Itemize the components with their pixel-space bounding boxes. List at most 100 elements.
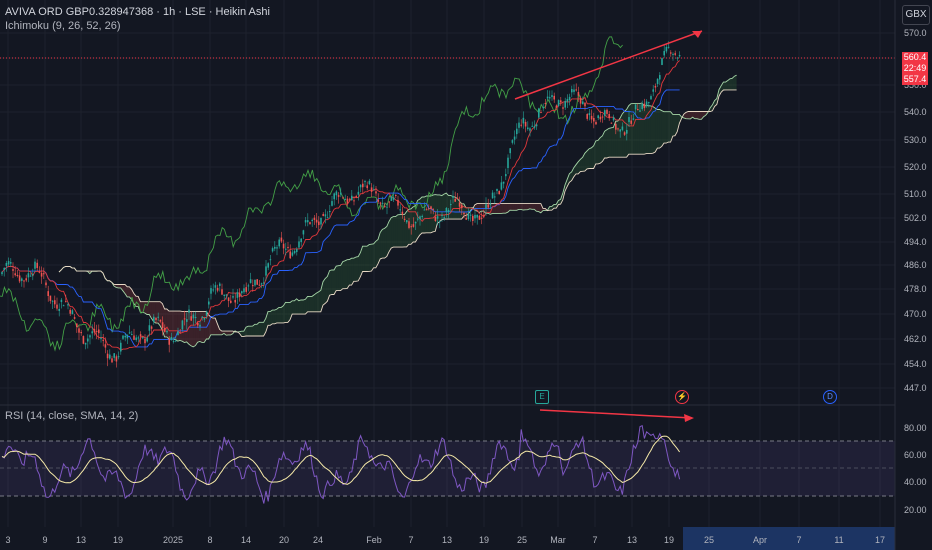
price-axis[interactable]: 570.0560.0550.0540.0530.0520.0510.0502.0…	[904, 28, 927, 393]
candle-body	[203, 317, 206, 320]
candle-body	[62, 305, 65, 307]
candle-body	[388, 201, 390, 203]
symbol-title[interactable]: AVIVA ORD GBP0.328947368 · 1h · LSE · He…	[5, 6, 270, 18]
earnings-event-icon[interactable]: E	[535, 390, 549, 404]
cloud-segment	[474, 203, 477, 212]
cloud-segment	[305, 296, 308, 315]
candle-body	[302, 230, 305, 235]
candle-body	[452, 196, 454, 198]
cloud-segment	[595, 140, 598, 164]
cloud-segment	[254, 324, 257, 337]
ichimoku-legend[interactable]: Ichimoku (9, 26, 52, 26)	[5, 20, 121, 32]
candle-body	[14, 273, 16, 276]
candle-body	[368, 180, 371, 185]
price-tick-label: 520.0	[904, 162, 927, 172]
cloud-segment	[734, 75, 737, 90]
candle-body	[612, 117, 615, 121]
candle-body	[489, 203, 492, 206]
rsi-axis[interactable]: 80.00 60.00 40.00 20.00	[904, 423, 927, 515]
cloud-segment	[386, 221, 389, 257]
candle-body	[247, 285, 250, 287]
rsi-tick-label: 40.00	[904, 477, 927, 487]
candle-body	[381, 202, 384, 204]
candle-body	[155, 317, 157, 320]
cloud-segment	[613, 121, 616, 158]
candle-body	[216, 287, 219, 291]
cloud-segment	[628, 103, 631, 155]
cloud-segment	[450, 195, 453, 220]
candle-body	[615, 123, 617, 130]
candle-body	[254, 279, 256, 286]
candle-body	[357, 191, 360, 195]
candle-body	[478, 215, 481, 220]
candle-body	[148, 325, 151, 331]
candle-body	[84, 342, 87, 345]
candle-body	[25, 278, 27, 281]
candle-body	[12, 269, 14, 271]
candle-body	[584, 102, 586, 107]
candle-body	[390, 196, 393, 201]
cloud-segment	[351, 258, 354, 286]
cloud-segment	[435, 194, 438, 232]
dividend-event-icon[interactable]: D	[823, 390, 837, 404]
cloud-segment	[283, 302, 286, 323]
rsi-sma-line	[1, 435, 681, 486]
candle-body	[175, 340, 177, 342]
cloud-segment	[556, 200, 559, 209]
candle-body	[632, 118, 635, 120]
cloud-segment	[263, 318, 266, 337]
cloud-segment	[140, 301, 143, 313]
cloud-segment	[219, 329, 222, 335]
cloud-segment	[316, 291, 319, 312]
candle-body	[494, 196, 496, 198]
cloud-segment	[446, 193, 449, 220]
candle-body	[278, 239, 280, 247]
candle-body	[491, 192, 494, 199]
cloud-segment	[573, 164, 576, 177]
cloud-segment	[677, 114, 680, 132]
candle-body	[47, 291, 49, 297]
cloud-segment	[353, 257, 356, 282]
cloud-segment	[606, 128, 609, 158]
candle-body	[291, 252, 294, 256]
candle-body	[93, 328, 96, 333]
cloud-segment	[323, 278, 326, 306]
candle-body	[188, 309, 190, 313]
cloud-segment	[285, 302, 288, 323]
currency-button[interactable]: GBX	[902, 5, 930, 25]
cloud-segment	[215, 318, 218, 335]
cloud-segment	[690, 111, 693, 119]
cloud-segment	[499, 203, 502, 214]
candle-body	[181, 320, 184, 330]
cloud-segment	[624, 109, 627, 158]
span-b-line	[58, 89, 737, 337]
candle-body	[353, 200, 355, 202]
cloud-segment	[356, 256, 359, 282]
cloud-segment	[529, 203, 532, 210]
candle-body	[111, 358, 113, 363]
time-tick-label: Mar	[550, 535, 566, 545]
cloud-segment	[287, 302, 290, 323]
cloud-segment	[400, 214, 403, 248]
candle-body	[628, 117, 630, 123]
candle-body	[104, 344, 107, 348]
rsi-legend[interactable]: RSI (14, close, SMA, 14, 2)	[5, 410, 139, 422]
cloud-segment	[331, 269, 334, 295]
candle-body	[621, 126, 624, 130]
cloud-segment	[661, 110, 664, 147]
split-event-icon[interactable]: ⚡	[675, 390, 689, 404]
candle-body	[276, 247, 278, 249]
candle-body	[78, 328, 80, 333]
cloud-segment	[565, 179, 568, 192]
cloud-segment	[481, 203, 484, 212]
time-axis[interactable]: 3 9 13 19 2025 8 14 20 24 Feb 7 13 19 25 Mar 7 13 19 25 Apr…	[5, 535, 885, 545]
candle-body	[465, 217, 467, 220]
cloud-segment	[452, 196, 455, 220]
cloud-segment	[250, 326, 253, 337]
cloud-segment	[664, 111, 667, 144]
candle-body	[423, 209, 426, 211]
candle-body	[518, 122, 520, 128]
cloud-segment	[424, 196, 427, 233]
rsi-tick-label: 60.00	[904, 450, 927, 460]
